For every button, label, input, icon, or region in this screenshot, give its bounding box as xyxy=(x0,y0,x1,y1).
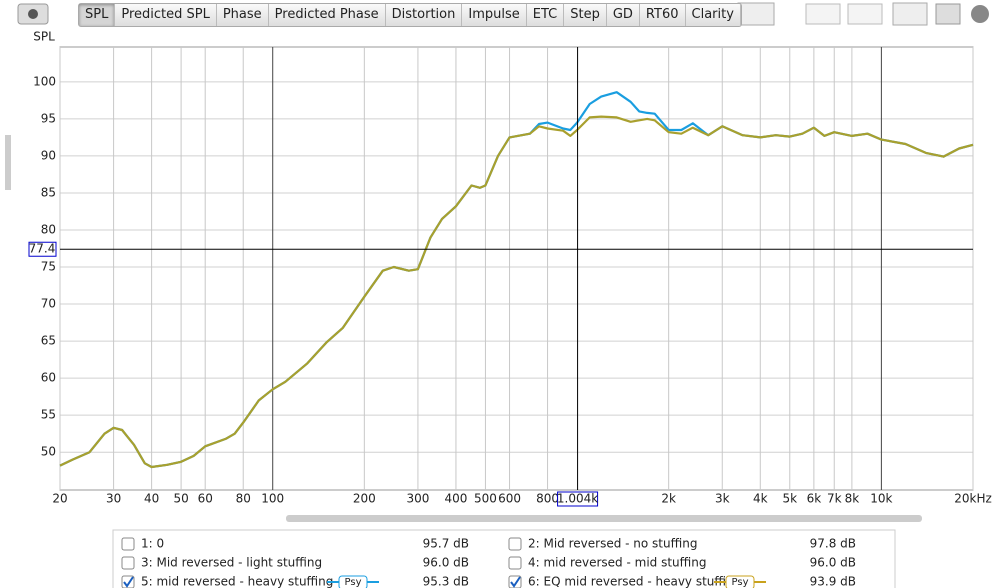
smoothing-box xyxy=(338,575,368,588)
move-icon[interactable] xyxy=(892,2,928,26)
x-tick-label: 5k xyxy=(782,492,797,506)
y-tick-label: 90 xyxy=(41,148,56,162)
tab[interactable]: SPL xyxy=(79,4,116,26)
h-scrollbar[interactable] xyxy=(286,515,922,522)
tab[interactable]: Clarity xyxy=(686,4,741,26)
split-icon[interactable] xyxy=(847,3,883,25)
tab[interactable]: Step xyxy=(564,4,607,26)
view-icon[interactable] xyxy=(805,3,841,25)
x-tick-label: 4k xyxy=(753,492,768,506)
cursor-y-label: 77.4 xyxy=(29,242,56,256)
legend-value: 96.0 dB xyxy=(423,556,469,570)
plot-area xyxy=(59,46,974,491)
legend-checkbox[interactable] xyxy=(121,556,135,570)
legend-checkbox[interactable] xyxy=(508,556,522,570)
settings-icon[interactable] xyxy=(971,5,989,23)
x-tick-label: 2k xyxy=(661,492,676,506)
x-tick-label: 300 xyxy=(406,492,429,506)
legend-value: 93.9 dB xyxy=(810,575,856,588)
smoothing-box xyxy=(725,575,755,588)
legend-checkbox[interactable] xyxy=(121,537,135,551)
overlay-icon[interactable] xyxy=(737,2,775,26)
tab[interactable]: Impulse xyxy=(462,4,527,26)
legend-label: 1: 0 xyxy=(141,537,164,551)
y-tick-label: 100 xyxy=(33,74,56,88)
legend-label: 2: Mid reversed - no stuffing xyxy=(528,537,697,551)
tab[interactable]: Distortion xyxy=(386,4,463,26)
y-tick-label: 80 xyxy=(41,222,56,236)
x-tick-label: 8k xyxy=(845,492,860,506)
tab[interactable]: Predicted SPL xyxy=(115,4,217,26)
series-line xyxy=(59,115,974,469)
legend-label: 5: mid reversed - heavy stuffing xyxy=(141,575,333,588)
tab[interactable]: Phase xyxy=(217,4,269,26)
y-tick-label: 95 xyxy=(41,111,56,125)
legend-value: 96.0 dB xyxy=(810,556,856,570)
x-tick-label: 80 xyxy=(236,492,251,506)
tab[interactable]: GD xyxy=(607,4,640,26)
x-tick-label: 100 xyxy=(261,492,284,506)
y-tick-label: 50 xyxy=(41,445,56,459)
legend: 1: 0 95.7 dB 2: Mid reversed - no stuffing… xyxy=(121,537,856,588)
cursor-x-box xyxy=(557,491,599,507)
x-tick-label: 800 xyxy=(536,492,559,506)
x-tick-label: 20kHz xyxy=(954,492,992,506)
y-tick-label: 55 xyxy=(41,408,56,422)
y-tick-label: 70 xyxy=(41,297,56,311)
y-tick-label: 65 xyxy=(41,334,56,348)
grid xyxy=(59,47,974,490)
tab[interactable]: Predicted Phase xyxy=(269,4,386,26)
smoothing-label: Psy xyxy=(345,577,362,588)
x-tick-label: 500 xyxy=(474,492,497,506)
x-tick-label: 10k xyxy=(870,492,892,506)
checkmark xyxy=(123,576,134,588)
legend-label: 4: mid reversed - mid stuffing xyxy=(528,556,706,570)
legend-value: 95.7 dB xyxy=(423,537,469,551)
checkmark xyxy=(510,576,521,588)
x-tick-label: 40 xyxy=(144,492,159,506)
x-tick-label: 30 xyxy=(106,492,121,506)
y-tick-label: 60 xyxy=(41,371,56,385)
v-scrollbar[interactable] xyxy=(5,135,11,190)
y-axis-label: SPL xyxy=(33,30,55,44)
x-tick-label: 7k xyxy=(827,492,842,506)
cursor-x-label: 1.004k xyxy=(557,492,598,506)
x-tick-label: 3k xyxy=(715,492,730,506)
controls-icon[interactable] xyxy=(935,3,961,25)
cursor-y-box xyxy=(28,241,57,257)
y-tick-label: 75 xyxy=(41,260,56,274)
x-tick-label: 50 xyxy=(173,492,188,506)
y-tick-label: 85 xyxy=(41,185,56,199)
legend-panel xyxy=(112,529,896,588)
x-tick-label: 60 xyxy=(198,492,213,506)
legend-checkbox[interactable] xyxy=(508,537,522,551)
camera-icon xyxy=(28,9,38,19)
x-tick-label: 600 xyxy=(498,492,521,506)
x-tick-label: 6k xyxy=(807,492,822,506)
legend-value: 97.8 dB xyxy=(810,537,856,551)
tab[interactable]: ETC xyxy=(527,4,565,26)
x-tick-label: 200 xyxy=(353,492,376,506)
tab-bar: SPL Predicted SPL Phase Predicted Phase Dist… xyxy=(78,3,742,27)
x-tick-label: 400 xyxy=(444,492,467,506)
legend-value: 95.3 dB xyxy=(423,575,469,588)
legend-label: 3: Mid reversed - light stuffing xyxy=(141,556,322,570)
tab[interactable]: RT60 xyxy=(640,4,686,26)
legend-label: 6: EQ mid reversed - heavy stuffin xyxy=(528,575,734,588)
x-tick-label: 20 xyxy=(52,492,67,506)
smoothing-label: Psy xyxy=(732,577,749,588)
